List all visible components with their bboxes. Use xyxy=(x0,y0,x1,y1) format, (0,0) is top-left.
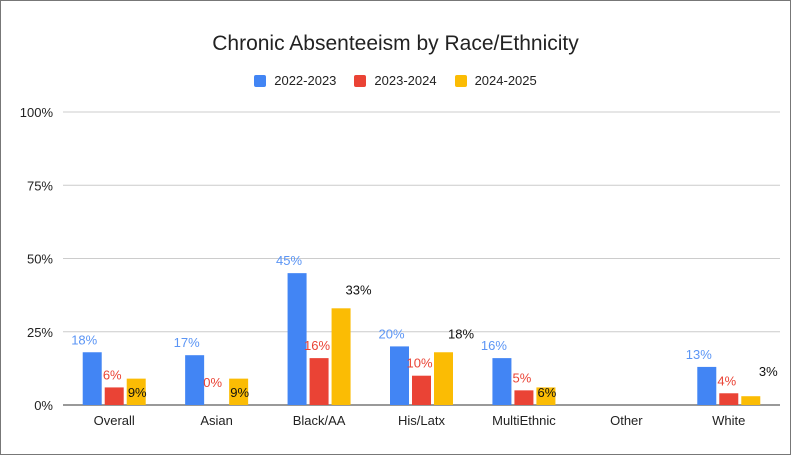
data-label: 4% xyxy=(717,373,736,388)
data-label: 18% xyxy=(448,326,474,341)
y-tick-label: 0% xyxy=(34,398,53,413)
y-tick-label: 100% xyxy=(20,105,54,120)
bar-2022-2023-white xyxy=(697,366,717,405)
x-tick-label: Overall xyxy=(94,413,135,428)
bar-2022-2023-blackaa xyxy=(287,273,307,405)
y-tick-label: 75% xyxy=(27,178,53,193)
chart-title: Chronic Absenteeism by Race/Ethnicity xyxy=(212,32,579,55)
data-label: 18% xyxy=(71,332,97,347)
data-label: 16% xyxy=(481,338,507,353)
data-label: 45% xyxy=(276,253,302,268)
x-tick-label: MultiEthnic xyxy=(492,413,556,428)
bar-2022-2023-multiethnic xyxy=(492,358,512,405)
data-label: 16% xyxy=(304,338,330,353)
bar-2024-2025-overall xyxy=(126,378,146,405)
legend-label-2024-2025: 2024-2025 xyxy=(474,73,537,88)
data-label: 3% xyxy=(759,364,778,379)
legend-item-2022-2023: 2022-2023 xyxy=(254,73,336,88)
legend-swatch-2022-2023 xyxy=(254,74,267,87)
data-label: 13% xyxy=(686,347,712,362)
data-label: 20% xyxy=(378,326,404,341)
bar-2023-2024-white xyxy=(719,393,739,405)
data-label: 9% xyxy=(230,385,249,400)
data-label: 5% xyxy=(513,370,532,385)
data-label: 9% xyxy=(128,385,147,400)
bar-2024-2025-hislatx xyxy=(434,352,453,405)
chart-legend: 2022-2023 2023-2024 2024-2025 xyxy=(1,73,790,88)
data-label: 0% xyxy=(203,375,222,390)
data-label: 6% xyxy=(538,385,557,400)
bar-2023-2024-blackaa xyxy=(309,358,329,405)
bar-2022-2023-asian xyxy=(185,355,205,405)
bar-2024-2025-asian xyxy=(229,378,249,405)
legend-label-2022-2023: 2022-2023 xyxy=(274,73,337,88)
legend-item-2023-2024: 2023-2024 xyxy=(354,73,437,88)
bar-2023-2024-hislatx xyxy=(412,375,431,405)
y-tick-label: 25% xyxy=(27,325,53,340)
y-tick-label: 50% xyxy=(27,252,53,267)
x-tick-label: His/Latx xyxy=(398,413,445,428)
data-label: 10% xyxy=(406,356,432,371)
data-label: 17% xyxy=(174,335,200,350)
bar-2024-2025-multiethnic xyxy=(536,387,556,405)
legend-label-2023-2024: 2023-2024 xyxy=(374,73,437,88)
data-label: 6% xyxy=(103,367,122,382)
data-label: 33% xyxy=(346,282,372,297)
bar-2022-2023-overall xyxy=(82,352,102,405)
x-tick-label: Black/AA xyxy=(293,413,346,428)
x-tick-label: White xyxy=(712,413,745,428)
legend-swatch-2023-2024 xyxy=(354,74,367,87)
x-tick-label: Other xyxy=(610,413,643,428)
bar-2024-2025-blackaa xyxy=(331,308,351,405)
x-tick-label: Asian xyxy=(200,413,233,428)
bar-2024-2025-white xyxy=(741,396,761,405)
bar-2022-2023-hislatx xyxy=(390,346,409,405)
bar-2023-2024-overall xyxy=(104,387,124,405)
bar-2023-2024-multiethnic xyxy=(514,390,534,405)
legend-swatch-2024-2025 xyxy=(454,74,467,87)
legend-item-2024-2025: 2024-2025 xyxy=(454,73,537,88)
